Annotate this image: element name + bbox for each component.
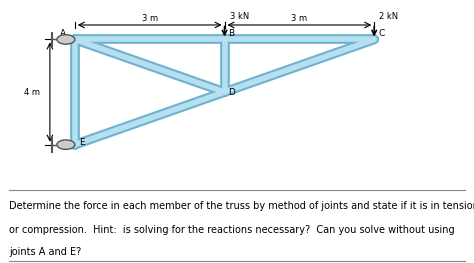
Text: A: A <box>60 29 66 38</box>
Text: D: D <box>228 88 236 97</box>
Text: C: C <box>378 29 384 38</box>
Text: or compression.  Hint:  is solving for the reactions necessary?  Can you solve w: or compression. Hint: is solving for the… <box>9 225 455 235</box>
Text: 3 kN: 3 kN <box>229 12 249 21</box>
Text: 4 m: 4 m <box>24 88 40 97</box>
Text: 3 m: 3 m <box>292 14 308 23</box>
Circle shape <box>57 35 75 44</box>
Text: joints A and E?: joints A and E? <box>9 247 82 257</box>
Text: E: E <box>79 138 84 147</box>
Text: B: B <box>228 29 235 38</box>
Text: 3 m: 3 m <box>142 14 158 23</box>
Text: Determine the force in each member of the truss by method of joints and state if: Determine the force in each member of th… <box>9 201 474 211</box>
Circle shape <box>57 140 75 149</box>
Text: 2 kN: 2 kN <box>379 12 398 21</box>
